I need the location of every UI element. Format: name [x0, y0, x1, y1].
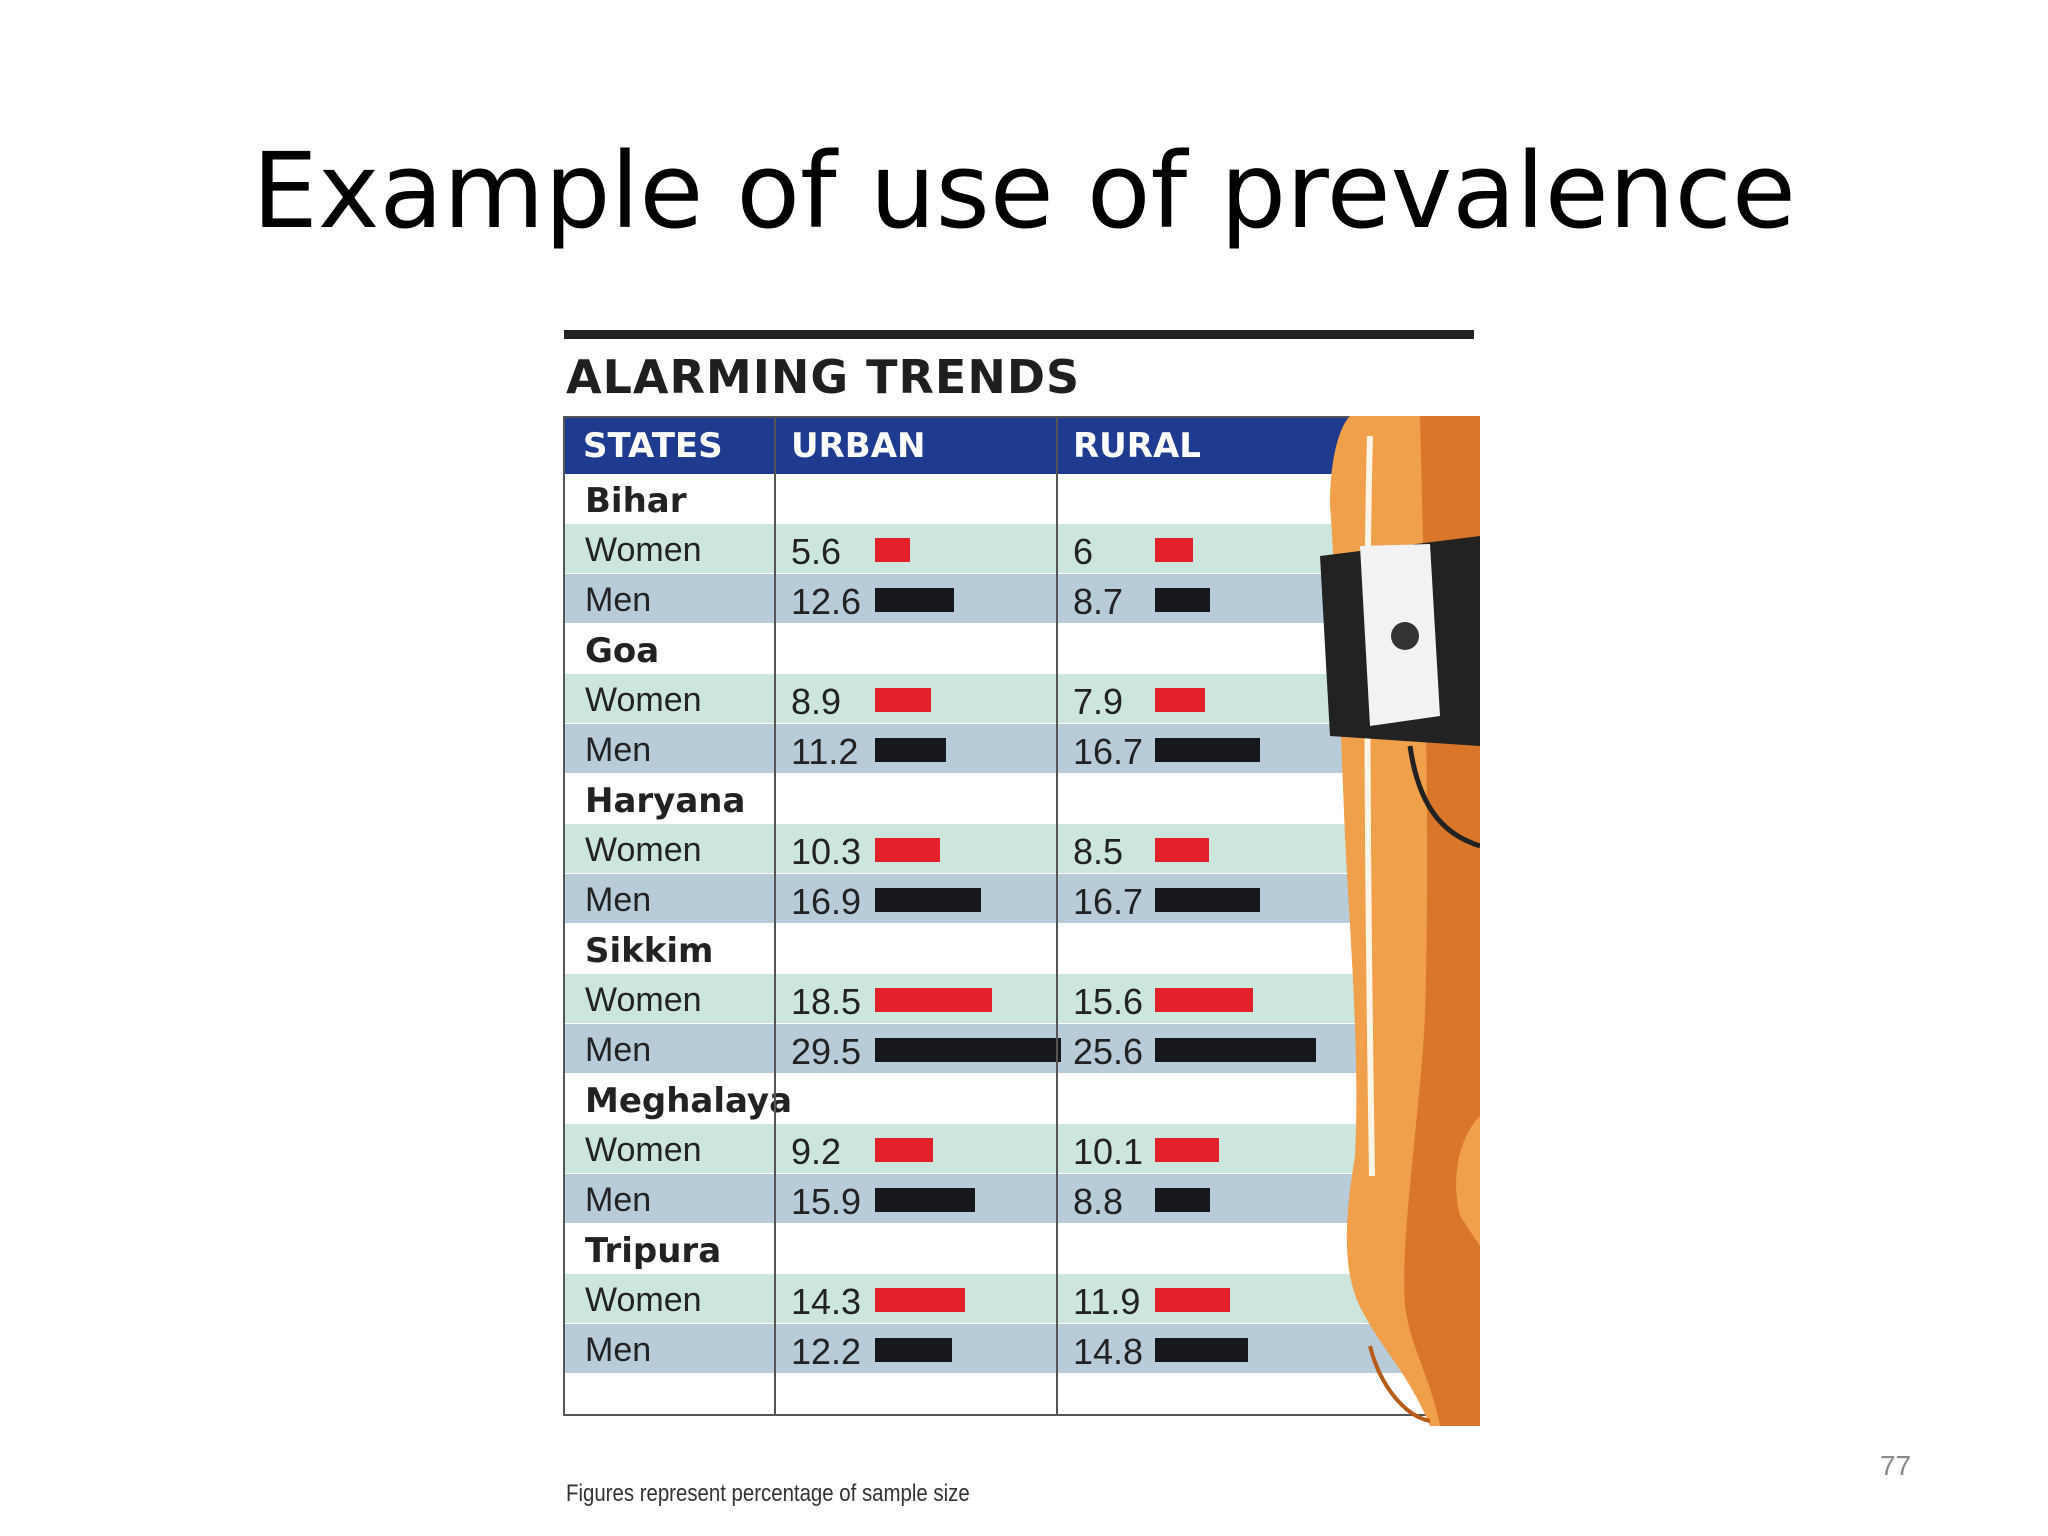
arm-illustration	[1320, 416, 1480, 1426]
rural-value: 16.7	[1073, 731, 1144, 772]
urban-bar	[875, 1188, 975, 1212]
state-label: Goa	[585, 631, 660, 671]
rural-value: 7.9	[1073, 681, 1124, 722]
top-rule	[564, 330, 1474, 339]
prevalence-table: STATES URBAN RURAL Bihar Women 5.6 6 Men 12.6…	[563, 416, 1471, 1416]
urban-value: 12.6	[791, 581, 862, 622]
page-number: 77	[1880, 1450, 1912, 1481]
table-row: Men 12.6 8.7	[565, 574, 1469, 624]
urban-value: 8.9	[791, 681, 842, 722]
rural-bar	[1155, 738, 1260, 762]
sex-label: Women	[585, 831, 702, 869]
table-row: Men 16.9 16.7	[565, 874, 1469, 924]
urban-bar	[875, 838, 940, 862]
table-row: Women 9.2 10.1	[565, 1124, 1469, 1174]
column-divider	[774, 418, 776, 1414]
state-row: Sikkim	[565, 924, 1469, 974]
column-header-rural: RURAL	[1073, 426, 1201, 466]
column-divider	[1056, 418, 1058, 1414]
rural-value: 16.7	[1073, 881, 1144, 922]
rural-value: 15.6	[1073, 981, 1144, 1022]
infographic: ALARMING TRENDS STATES URBAN RURAL Bihar…	[560, 320, 2040, 1520]
table-row: Women 5.6 6	[565, 524, 1469, 574]
table-row: Men 11.2 16.7	[565, 724, 1469, 774]
rural-value: 10.1	[1073, 1131, 1144, 1172]
sex-label: Men	[585, 581, 652, 619]
urban-value: 18.5	[791, 981, 862, 1022]
rural-bar	[1155, 988, 1253, 1012]
column-header-states: STATES	[583, 426, 723, 466]
rural-value: 8.7	[1073, 581, 1124, 622]
rural-bar	[1155, 688, 1205, 712]
rural-value: 6	[1073, 531, 1094, 572]
urban-bar	[875, 738, 946, 762]
rural-bar	[1155, 1288, 1230, 1312]
infographic-headline: ALARMING TRENDS	[566, 350, 1081, 404]
sex-label: Men	[585, 731, 652, 769]
urban-value: 15.9	[791, 1181, 862, 1222]
rural-bar	[1155, 588, 1210, 612]
table-header: STATES URBAN RURAL	[565, 418, 1469, 474]
urban-value: 16.9	[791, 881, 862, 922]
urban-bar	[875, 688, 931, 712]
table-row: Men 15.9 8.8	[565, 1174, 1469, 1224]
rural-bar	[1155, 888, 1260, 912]
column-header-urban: URBAN	[791, 426, 926, 466]
urban-value: 12.2	[791, 1331, 862, 1372]
state-label: Tripura	[585, 1231, 722, 1271]
sex-label: Women	[585, 531, 702, 569]
slide-title: Example of use of prevalence	[252, 130, 1796, 252]
sex-label: Women	[585, 1281, 702, 1319]
state-row: Goa	[565, 624, 1469, 674]
state-row: Tripura	[565, 1224, 1469, 1274]
rural-bar	[1155, 538, 1193, 562]
urban-bar	[875, 1288, 965, 1312]
urban-bar	[875, 1338, 952, 1362]
rural-bar	[1155, 1138, 1219, 1162]
urban-bar	[875, 988, 992, 1012]
urban-bar	[875, 538, 910, 562]
row-divider	[565, 1373, 1469, 1375]
urban-value: 10.3	[791, 831, 862, 872]
sex-label: Men	[585, 881, 652, 919]
state-label: Meghalaya	[585, 1081, 793, 1121]
rural-value: 11.9	[1073, 1281, 1141, 1322]
urban-value: 29.5	[791, 1031, 862, 1072]
table-row: Women 8.9 7.9	[565, 674, 1469, 724]
sex-label: Men	[585, 1331, 652, 1369]
urban-bar	[875, 888, 981, 912]
urban-value: 5.6	[791, 531, 842, 572]
urban-bar	[875, 1138, 933, 1162]
rural-value: 8.8	[1073, 1181, 1124, 1222]
table-row: Men 12.2 14.8	[565, 1324, 1469, 1374]
urban-bar	[875, 1038, 1061, 1062]
urban-bar	[875, 588, 954, 612]
sex-label: Men	[585, 1031, 652, 1069]
table-row: Women 10.3 8.5	[565, 824, 1469, 874]
rural-value: 25.6	[1073, 1031, 1144, 1072]
state-row: Bihar	[565, 474, 1469, 524]
urban-value: 14.3	[791, 1281, 862, 1322]
table-row: Men 29.5 25.6	[565, 1024, 1469, 1074]
state-label: Bihar	[585, 481, 687, 521]
rural-bar	[1155, 1338, 1248, 1362]
table-row: Women 14.3 11.9	[565, 1274, 1469, 1324]
sex-label: Women	[585, 1131, 702, 1169]
table-row: Women 18.5 15.6	[565, 974, 1469, 1024]
rural-bar	[1155, 1188, 1210, 1212]
rural-bar	[1155, 838, 1209, 862]
rural-value: 14.8	[1073, 1331, 1144, 1372]
sex-label: Men	[585, 1181, 652, 1219]
urban-value: 9.2	[791, 1131, 842, 1172]
rural-value: 8.5	[1073, 831, 1124, 872]
sex-label: Women	[585, 681, 702, 719]
footnote: Figures represent percentage of sample s…	[566, 1480, 970, 1507]
state-row: Meghalaya	[565, 1074, 1469, 1124]
state-row: Haryana	[565, 774, 1469, 824]
state-label: Haryana	[585, 781, 746, 821]
urban-value: 11.2	[791, 731, 859, 772]
rural-bar	[1155, 1038, 1316, 1062]
state-label: Sikkim	[585, 931, 714, 971]
sex-label: Women	[585, 981, 702, 1019]
